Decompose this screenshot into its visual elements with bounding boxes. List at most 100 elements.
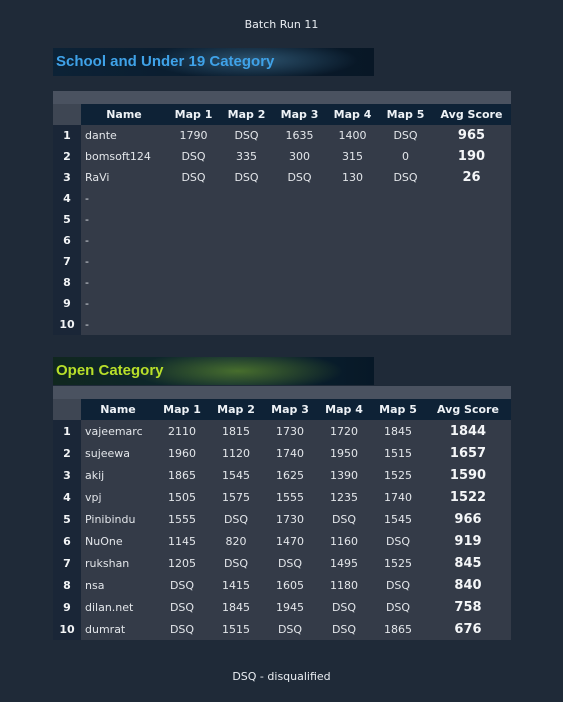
- map4-score-cell: 315: [326, 146, 379, 167]
- map2-score-cell: DSQ: [209, 508, 263, 530]
- map3-score-cell: 1625: [263, 464, 317, 486]
- table-row: 9 dilan.net DSQ 1845 1945 DSQ DSQ 758: [53, 596, 511, 618]
- map2-score-cell: [220, 230, 273, 251]
- map2-score-cell: [220, 293, 273, 314]
- avg-score-cell: [432, 293, 511, 314]
- map1-score-cell: [167, 314, 220, 335]
- map5-score-cell: 1525: [371, 552, 425, 574]
- map5-score-cell: DSQ: [379, 167, 432, 188]
- table-row: 5 Pinibindu 1555 DSQ 1730 DSQ 1545 966: [53, 508, 511, 530]
- rank-header: [53, 399, 81, 420]
- avg-score-cell: 1590: [425, 464, 511, 486]
- player-name-cell: vajeemarc: [81, 420, 155, 442]
- map2-score-cell: [220, 272, 273, 293]
- map4-score-cell: 1400: [326, 125, 379, 146]
- map5-score-cell: DSQ: [379, 125, 432, 146]
- map1-score-cell: [167, 272, 220, 293]
- open-category-banner: Open Category: [53, 357, 374, 385]
- table-row: 10-: [53, 314, 511, 335]
- map4-score-cell: DSQ: [317, 508, 371, 530]
- rank-cell: 6: [53, 230, 81, 251]
- rank-cell: 9: [53, 596, 81, 618]
- open-results-table: Name Map 1 Map 2 Map 3 Map 4 Map 5 Avg S…: [53, 399, 511, 640]
- table-top-strip: [53, 91, 511, 104]
- map2-score-cell: DSQ: [220, 167, 273, 188]
- map3-score-cell: 1555: [263, 486, 317, 508]
- player-name-cell: Pinibindu: [81, 508, 155, 530]
- school-table-body: 1 dante 1790 DSQ 1635 1400 DSQ 965 2 bomsoft124 DS…: [53, 125, 511, 335]
- map3-score-cell: DSQ: [273, 167, 326, 188]
- table-row: 8 nsa DSQ 1415 1605 1180 DSQ 840: [53, 574, 511, 596]
- player-name-cell: dante: [81, 125, 167, 146]
- map1-score-cell: 1555: [155, 508, 209, 530]
- map4-score-cell: 130: [326, 167, 379, 188]
- rank-cell: 2: [53, 146, 81, 167]
- map5-score-cell: [379, 230, 432, 251]
- school-category-banner: School and Under 19 Category: [53, 48, 374, 76]
- map3-score-cell: [273, 230, 326, 251]
- map4-score-cell: 1720: [317, 420, 371, 442]
- table-row: 5-: [53, 209, 511, 230]
- avg-score-cell: 1522: [425, 486, 511, 508]
- map3-score-cell: [273, 209, 326, 230]
- column-header-map4: Map 4: [317, 399, 371, 420]
- map5-score-cell: [379, 251, 432, 272]
- player-name-cell: -: [81, 251, 167, 272]
- column-header-avg-score: Avg Score: [432, 104, 511, 125]
- rank-cell: 8: [53, 574, 81, 596]
- rank-cell: 9: [53, 293, 81, 314]
- map5-score-cell: 1515: [371, 442, 425, 464]
- map5-score-cell: [379, 272, 432, 293]
- map2-score-cell: [220, 188, 273, 209]
- map1-score-cell: [167, 230, 220, 251]
- map1-score-cell: 1505: [155, 486, 209, 508]
- rank-cell: 3: [53, 167, 81, 188]
- map1-score-cell: DSQ: [167, 167, 220, 188]
- map2-score-cell: DSQ: [209, 552, 263, 574]
- map4-score-cell: DSQ: [317, 618, 371, 640]
- map4-score-cell: 1235: [317, 486, 371, 508]
- map2-score-cell: 1545: [209, 464, 263, 486]
- table-row: 1 vajeemarc 2110 1815 1730 1720 1845 1844: [53, 420, 511, 442]
- map3-score-cell: 1635: [273, 125, 326, 146]
- table-row: 7-: [53, 251, 511, 272]
- map4-score-cell: 1390: [317, 464, 371, 486]
- map5-score-cell: 1865: [371, 618, 425, 640]
- rank-cell: 1: [53, 125, 81, 146]
- map3-score-cell: [273, 251, 326, 272]
- map4-score-cell: DSQ: [317, 596, 371, 618]
- map5-score-cell: DSQ: [371, 530, 425, 552]
- map2-score-cell: [220, 209, 273, 230]
- map4-score-cell: [326, 209, 379, 230]
- player-name-cell: rukshan: [81, 552, 155, 574]
- rank-cell: 3: [53, 464, 81, 486]
- rank-cell: 1: [53, 420, 81, 442]
- map1-score-cell: [167, 293, 220, 314]
- rank-cell: 4: [53, 486, 81, 508]
- rank-cell: 5: [53, 508, 81, 530]
- player-name-cell: -: [81, 314, 167, 335]
- avg-score-cell: 758: [425, 596, 511, 618]
- map2-score-cell: 1415: [209, 574, 263, 596]
- avg-score-cell: 26: [432, 167, 511, 188]
- map1-score-cell: 1960: [155, 442, 209, 464]
- map1-score-cell: DSQ: [155, 596, 209, 618]
- school-category-heading: School and Under 19 Category: [56, 53, 275, 70]
- avg-score-cell: [432, 230, 511, 251]
- table-row: 2 sujeewa 1960 1120 1740 1950 1515 1657: [53, 442, 511, 464]
- table-row: 6 NuOne 1145 820 1470 1160 DSQ 919: [53, 530, 511, 552]
- map1-score-cell: [167, 209, 220, 230]
- table-row: 3 akij 1865 1545 1625 1390 1525 1590: [53, 464, 511, 486]
- map4-score-cell: [326, 314, 379, 335]
- rank-cell: 5: [53, 209, 81, 230]
- page-title: Batch Run 11: [244, 18, 319, 31]
- map5-score-cell: 1545: [371, 508, 425, 530]
- map1-score-cell: DSQ: [155, 618, 209, 640]
- map2-score-cell: 820: [209, 530, 263, 552]
- map5-score-cell: DSQ: [371, 574, 425, 596]
- map3-score-cell: DSQ: [263, 552, 317, 574]
- map4-score-cell: 1160: [317, 530, 371, 552]
- rank-cell: 2: [53, 442, 81, 464]
- avg-score-cell: 845: [425, 552, 511, 574]
- table-header-row: Name Map 1 Map 2 Map 3 Map 4 Map 5 Avg S…: [53, 399, 511, 420]
